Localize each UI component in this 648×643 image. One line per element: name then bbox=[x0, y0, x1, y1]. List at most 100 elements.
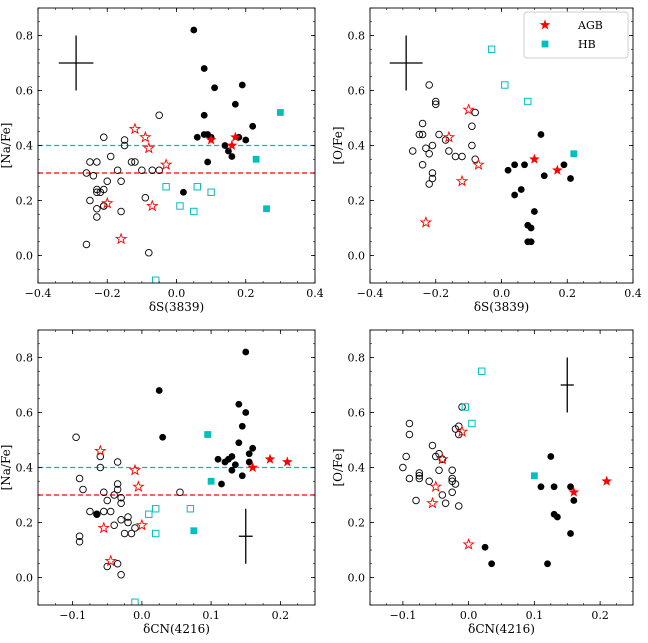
x-tick-label: 0.2 bbox=[591, 609, 609, 622]
point-circle-filled bbox=[238, 472, 246, 480]
point-circle-filled bbox=[200, 65, 208, 72]
panel-o_vs_s: −0.4 −0.2 0.0 0.2 0.4 0.0 0.2 0.4 0.6 0.8 δS(3839)… bbox=[331, 7, 642, 314]
point-circle-open bbox=[415, 472, 424, 480]
point-circle-filled bbox=[242, 409, 250, 416]
y-axis-label: [O/Fe] bbox=[331, 126, 345, 164]
point-square-open bbox=[131, 598, 139, 605]
point-circle-open bbox=[425, 81, 433, 89]
point-circle-open bbox=[428, 169, 437, 177]
x-axis-label: δCN(4216) bbox=[468, 622, 535, 636]
point-square-open bbox=[176, 202, 184, 210]
x-axis-label: δS(3839) bbox=[474, 300, 529, 314]
point-circle-filled bbox=[567, 530, 574, 537]
point-circle-open bbox=[113, 560, 122, 568]
point-star-open bbox=[104, 554, 117, 567]
point-circle-filled bbox=[530, 208, 538, 215]
point-circle-open bbox=[415, 469, 424, 477]
point-square-open bbox=[461, 403, 470, 411]
point-star-filled bbox=[529, 153, 540, 164]
point-circle-filled bbox=[228, 453, 236, 460]
point-circle-open bbox=[448, 488, 456, 497]
y-tick-label: 0.0 bbox=[348, 250, 366, 263]
point-circle-open bbox=[127, 158, 136, 166]
point-circle-filled bbox=[527, 238, 535, 246]
panel-na_vs_cn: −0.1 0.0 0.1 0.2 0.0 0.2 0.4 0.6 0.8 δCN(4216) [Na… bbox=[0, 329, 316, 636]
point-circle-filled bbox=[242, 136, 250, 144]
y-tick-label: 0.6 bbox=[16, 407, 34, 420]
point-circle-open bbox=[176, 488, 184, 497]
point-circle-filled bbox=[544, 560, 551, 568]
x-tick-label: 0.2 bbox=[272, 609, 290, 622]
point-circle-open bbox=[468, 122, 476, 130]
point-star-open bbox=[128, 122, 142, 135]
point-circle-filled bbox=[235, 400, 243, 408]
point-square-filled bbox=[204, 431, 212, 438]
points bbox=[408, 45, 578, 246]
point-square-open bbox=[501, 81, 509, 89]
y-tick-label: 0.4 bbox=[348, 462, 366, 475]
point-circle-open bbox=[100, 185, 108, 194]
point-circle-open bbox=[405, 430, 414, 439]
point-star-open bbox=[472, 158, 485, 171]
point-square-filled bbox=[263, 205, 270, 213]
point-square-open bbox=[468, 419, 476, 428]
point-star-open bbox=[114, 232, 128, 245]
point-circle-open bbox=[402, 452, 410, 461]
point-star-open bbox=[128, 463, 142, 476]
point-circle-open bbox=[79, 485, 87, 494]
point-circle-filled bbox=[537, 131, 545, 138]
y-tick-label: 0.8 bbox=[348, 30, 366, 43]
panel-o_vs_cn: −0.1 0.0 0.1 0.2 0.0 0.2 0.4 0.6 0.8 δCN(4216) [O/… bbox=[331, 329, 634, 636]
point-circle-open bbox=[131, 524, 139, 532]
axes-frame bbox=[369, 329, 634, 606]
point-circle-open bbox=[120, 529, 129, 538]
legend-label-agb: AGB bbox=[577, 19, 603, 32]
point-circle-open bbox=[471, 108, 479, 117]
point-star-filled bbox=[568, 486, 580, 497]
point-star-filled bbox=[230, 131, 241, 142]
point-circle-filled bbox=[93, 510, 101, 518]
point-star-filled bbox=[601, 475, 613, 486]
point-square-open bbox=[207, 188, 215, 196]
point-circle-filled bbox=[511, 161, 519, 169]
point-star-open bbox=[436, 452, 449, 465]
point-square-open bbox=[152, 276, 160, 283]
point-circle-filled bbox=[235, 439, 243, 447]
point-star-open bbox=[101, 196, 114, 209]
point-star-open bbox=[94, 444, 107, 457]
point-circle-open bbox=[72, 433, 80, 442]
point-square-filled bbox=[530, 472, 538, 480]
point-square-filled bbox=[190, 527, 198, 535]
x-tick-label: 0.2 bbox=[237, 287, 255, 300]
point-star-open bbox=[462, 103, 475, 116]
point-circle-open bbox=[468, 141, 476, 150]
legend: AGB HB bbox=[523, 11, 629, 59]
point-circle-open bbox=[110, 491, 118, 499]
point-circle-open bbox=[435, 466, 443, 475]
x-tick-label: −0.4 bbox=[357, 287, 384, 300]
point-circle-open bbox=[418, 130, 427, 139]
point-circle-filled bbox=[547, 453, 555, 460]
point-square-filled bbox=[570, 150, 578, 158]
point-circle-filled bbox=[481, 543, 489, 551]
point-circle-filled bbox=[228, 153, 236, 160]
y-tick-label: 0.4 bbox=[348, 140, 366, 153]
point-star-open bbox=[159, 158, 173, 171]
point-circle-filled bbox=[570, 497, 578, 504]
point-circle-open bbox=[117, 494, 125, 502]
panel-na_vs_s: −0.4 −0.2 0.0 0.2 0.4 0.0 0.2 0.4 0.6 0.8 δS(3839)… bbox=[0, 7, 324, 314]
point-star-filled bbox=[205, 134, 217, 145]
point-circle-open bbox=[93, 158, 101, 166]
y-tick-label: 0.4 bbox=[16, 462, 34, 475]
point-square-filled bbox=[276, 109, 284, 116]
point-circle-open bbox=[432, 97, 440, 106]
point-circle-open bbox=[75, 538, 84, 546]
point-circle-open bbox=[432, 100, 440, 108]
point-circle-open bbox=[399, 463, 407, 472]
point-circle-open bbox=[441, 499, 450, 508]
point-circle-open bbox=[155, 166, 163, 174]
legend-label-hb: HB bbox=[578, 38, 596, 51]
point-star-filled bbox=[552, 164, 563, 175]
point-circle-open bbox=[100, 133, 108, 141]
point-star-open bbox=[455, 174, 469, 187]
